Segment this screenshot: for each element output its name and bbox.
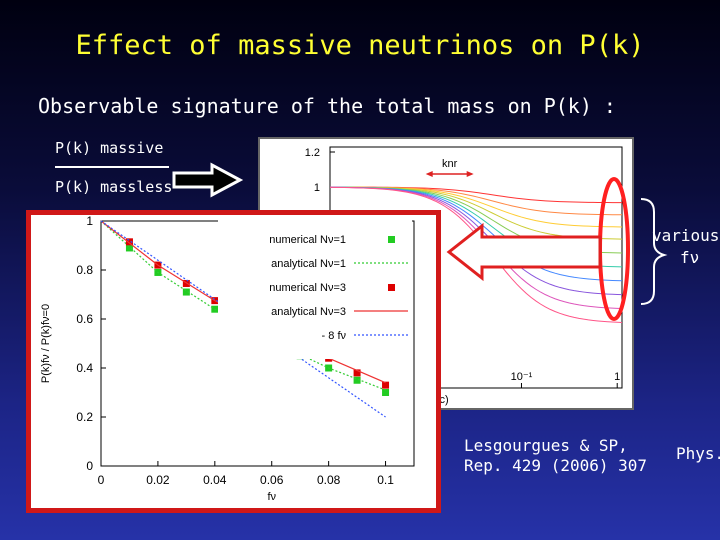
y-tick-label: 1 (86, 215, 93, 228)
data-point (353, 369, 361, 377)
x-tick-label: 0.02 (146, 473, 170, 487)
y-tick-label: 0.2 (76, 410, 93, 424)
right-arrow-icon (172, 162, 244, 198)
x-tick-label: 0 (98, 473, 105, 487)
fnu-side-label: fν (680, 248, 700, 267)
knr-label: knr (442, 158, 458, 170)
x-tick-label: 0.1 (377, 473, 394, 487)
various-label: various (652, 226, 720, 245)
citation: Lesgourgues & SP, Rep. 429 (2006) 307 (464, 436, 647, 476)
knr-arrowhead-right (466, 171, 474, 177)
data-point (382, 381, 390, 389)
knr-arrowhead-left (425, 171, 433, 177)
x-tick-label: 0.08 (317, 473, 341, 487)
y-tick-label: 1.2 (305, 147, 320, 159)
citation-line-2: Rep. 429 (2006) 307 (464, 456, 648, 475)
citation-line-1: Lesgourgues & SP, (464, 436, 628, 455)
x-tick-label: 0.04 (203, 473, 227, 487)
slide-subtitle: Observable signature of the total mass o… (38, 94, 616, 118)
legend-label: analytical Nν=3 (271, 306, 346, 318)
legend-label: numerical Nν=1 (269, 234, 346, 246)
x-tick-label: 10⁻¹ (511, 371, 533, 383)
legend-label: - 8 fν (322, 330, 347, 342)
data-point (382, 389, 390, 396)
legend-separator-line (55, 166, 169, 168)
legend-marker (388, 236, 395, 243)
y-tick-label: 1 (314, 182, 320, 194)
y-tick-label: 0 (86, 459, 93, 473)
left-chart-panel: 0 0.2 0.4 0.6 0.8 1 0 0.02 0.04 0.06 0.08 0.1 P(k)fν… (26, 210, 441, 513)
legend-massless-label: P(k) massless (55, 178, 173, 196)
phys-label: Phys. (676, 444, 720, 463)
y-tick-label: 0.6 (76, 312, 93, 326)
legend-label: analytical Nν=1 (271, 258, 346, 270)
legend-marker (388, 284, 395, 291)
legend-massive-label: P(k) massive (55, 139, 164, 157)
pk-curve (329, 186, 623, 204)
data-point (125, 238, 133, 246)
x-tick-label: 0.06 (260, 473, 284, 487)
legend-label: numerical Nν=3 (269, 282, 346, 294)
suppression-vs-fnu-chart: 0 0.2 0.4 0.6 0.8 1 0 0.02 0.04 0.06 0.08 0.1 P(k)fν… (40, 215, 415, 503)
data-point (182, 288, 190, 296)
y-tick-label: 0.8 (76, 263, 93, 277)
y-axis-label: P(k)fν / P(k)fν=0 (40, 304, 52, 383)
x-axis-label: fν (267, 491, 276, 503)
y-tick-label: 0.4 (76, 361, 93, 375)
data-point (125, 244, 133, 252)
slide-title: Effect of massive neutrinos on P(k) (75, 30, 645, 61)
data-point (353, 376, 361, 384)
x-tick-label: 1 (614, 371, 620, 383)
